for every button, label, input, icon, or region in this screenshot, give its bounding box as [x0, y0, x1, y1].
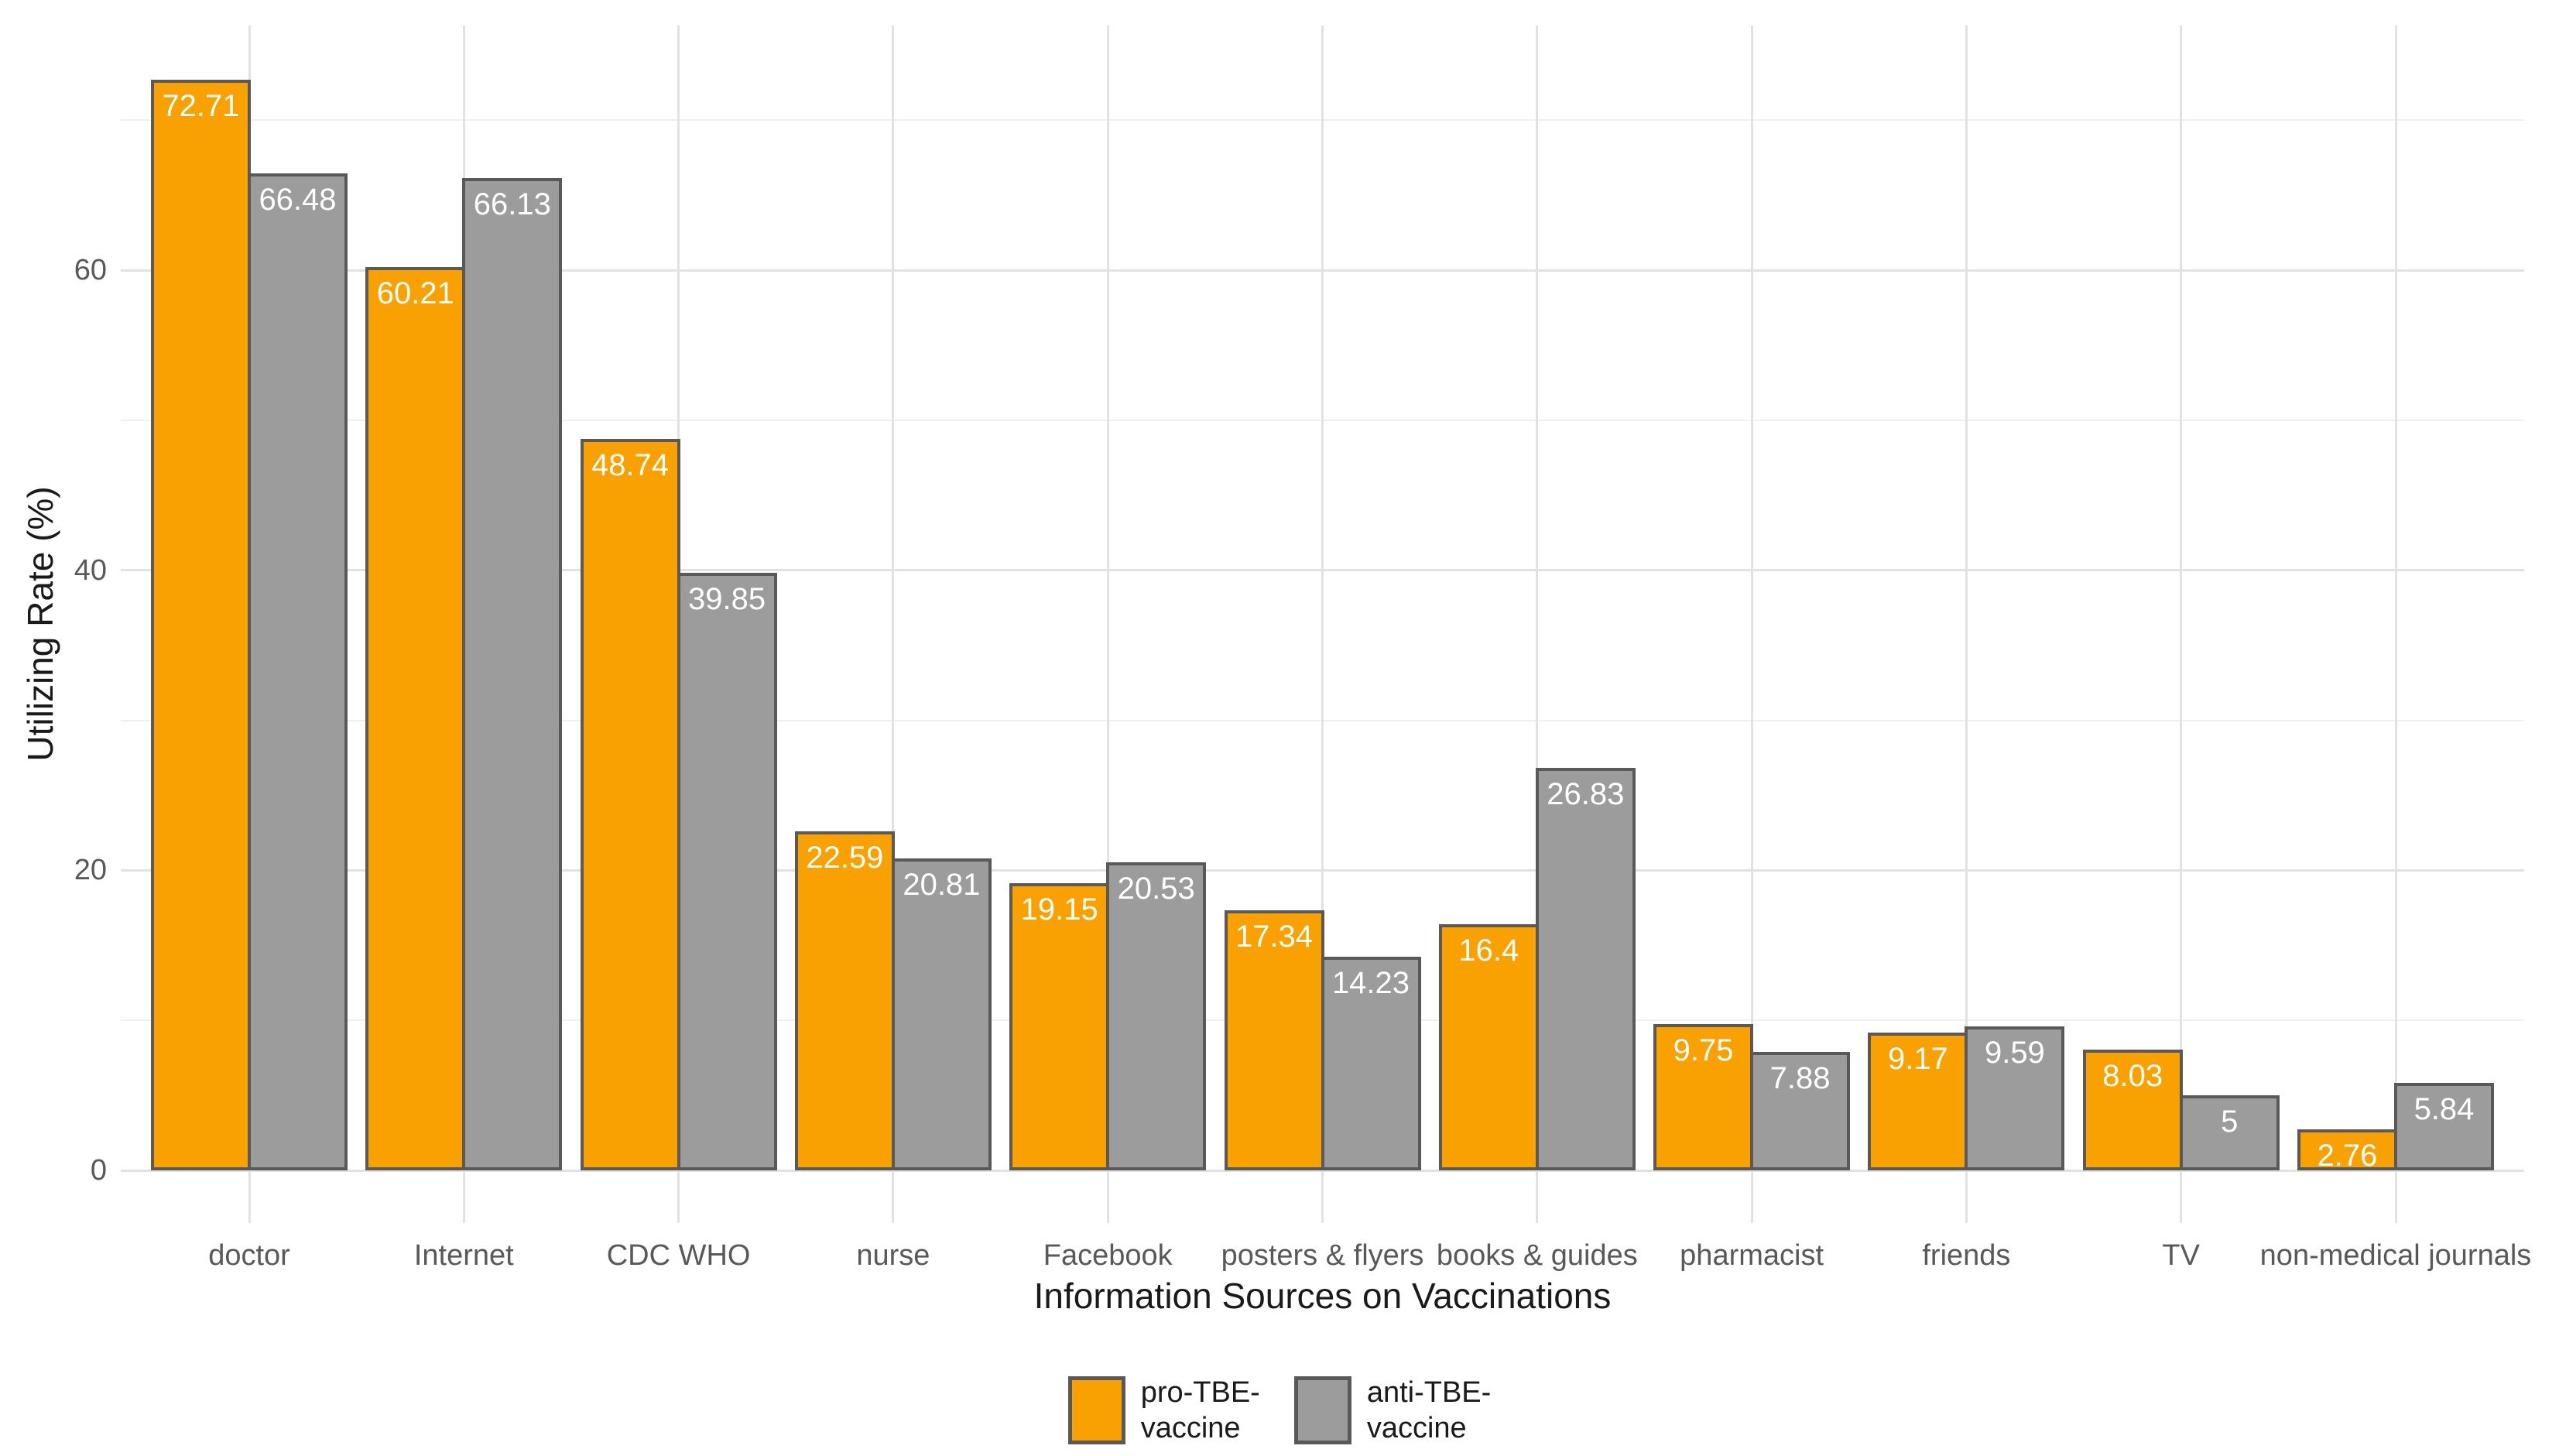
x-tick-label: books & guides — [1436, 1239, 1638, 1272]
bar-value-label: 16.4 — [1458, 934, 1519, 968]
bar-internet-anti-tbe-vaccine: 66.13 — [462, 178, 563, 1170]
bar-value-label: 66.13 — [473, 187, 551, 222]
bar-pharmacist-pro-tbe-vaccine: 9.75 — [1653, 1024, 1754, 1170]
bar-books-guides-pro-tbe-vaccine: 16.4 — [1438, 924, 1539, 1170]
bar-cdc-who-anti-tbe-vaccine: 39.85 — [677, 572, 777, 1170]
bar-value-label: 14.23 — [1331, 966, 1410, 1001]
x-tick-label: Facebook — [1043, 1239, 1173, 1272]
bar-facebook-anti-tbe-vaccine: 20.53 — [1106, 862, 1207, 1170]
gridline-vertical — [1321, 26, 1324, 1223]
bar-value-label: 17.34 — [1235, 919, 1314, 954]
bar-value-label: 5.84 — [2413, 1091, 2475, 1126]
bar-facebook-pro-tbe-vaccine: 19.15 — [1009, 882, 1110, 1170]
legend-item-pro-tbe-vaccine: pro-TBE- vaccine — [1067, 1375, 1260, 1446]
x-tick-label: Internet — [413, 1239, 514, 1272]
x-tick-label: posters & flyers — [1221, 1239, 1424, 1272]
x-tick-label: pharmacist — [1680, 1239, 1824, 1272]
x-tick-label: CDC WHO — [606, 1239, 751, 1272]
bar-tv-pro-tbe-vaccine: 8.03 — [2082, 1050, 2183, 1170]
gridline-vertical — [1750, 26, 1753, 1223]
x-tick-label: nurse — [856, 1239, 930, 1272]
y-tick-label: 20 — [74, 854, 107, 887]
bar-value-label: 5 — [2221, 1105, 2239, 1139]
gridline-vertical — [1106, 26, 1109, 1223]
plot-panel: 72.71 66.48 60.21 66.13 48.74 39.85 22.59 20.81… — [121, 26, 2524, 1223]
legend-swatch — [1293, 1376, 1351, 1444]
bar-value-label: 2.76 — [2317, 1138, 2378, 1173]
bar-value-label: 20.81 — [903, 867, 981, 902]
legend-swatch — [1067, 1376, 1125, 1444]
bar-non-medical-journals-pro-tbe-vaccine: 2.76 — [2297, 1129, 2397, 1173]
bar-value-label: 60.21 — [376, 276, 454, 311]
x-tick-label: TV — [2162, 1239, 2200, 1272]
bar-non-medical-journals-anti-tbe-vaccine: 5.84 — [2394, 1082, 2494, 1170]
bar-value-label: 39.85 — [688, 581, 766, 616]
x-tick-label: doctor — [208, 1239, 290, 1272]
bar-value-label: 72.71 — [162, 88, 240, 123]
legend-item-anti-tbe-vaccine: anti-TBE- vaccine — [1293, 1375, 1492, 1446]
bar-value-label: 66.48 — [259, 182, 337, 217]
gridline-vertical — [1965, 26, 1968, 1223]
bar-internet-pro-tbe-vaccine: 60.21 — [365, 267, 466, 1170]
bar-value-label: 9.59 — [1984, 1036, 2045, 1071]
legend: pro-TBE- vaccine anti-TBE- vaccine — [0, 1375, 2559, 1446]
bar-value-label: 8.03 — [2102, 1059, 2163, 1094]
gridline-vertical — [892, 26, 895, 1223]
legend-label: anti-TBE- vaccine — [1366, 1376, 1492, 1444]
bar-value-label: 26.83 — [1547, 777, 1625, 812]
bar-cdc-who-pro-tbe-vaccine: 48.74 — [580, 439, 680, 1170]
bar-friends-anti-tbe-vaccine: 9.59 — [1965, 1026, 2065, 1170]
bar-nurse-anti-tbe-vaccine: 20.81 — [891, 858, 992, 1170]
bar-value-label: 9.17 — [1887, 1042, 1948, 1077]
bar-books-guides-anti-tbe-vaccine: 26.83 — [1535, 768, 1636, 1170]
bar-value-label: 7.88 — [1769, 1061, 1831, 1096]
bar-value-label: 20.53 — [1117, 872, 1195, 906]
x-tick-label: non-medical journals — [2259, 1239, 2532, 1272]
legend-label: pro-TBE- vaccine — [1140, 1376, 1260, 1444]
bar-value-label: 22.59 — [806, 841, 884, 875]
bar-value-label: 19.15 — [1020, 892, 1098, 927]
y-axis-title: Utilizing Rate (%) — [20, 486, 60, 762]
bar-doctor-pro-tbe-vaccine: 72.71 — [151, 79, 251, 1170]
bar-nurse-pro-tbe-vaccine: 22.59 — [794, 831, 895, 1170]
gridline-vertical — [1536, 26, 1539, 1223]
y-tick-label: 40 — [74, 553, 107, 587]
bar-value-label: 48.74 — [591, 448, 670, 483]
bar-posters-flyers-pro-tbe-vaccine: 17.34 — [1224, 910, 1324, 1170]
x-axis-title: Information Sources on Vaccinations — [1033, 1276, 1612, 1316]
bar-value-label: 9.75 — [1673, 1033, 1734, 1068]
gridline-vertical — [2394, 26, 2397, 1223]
bar-tv-anti-tbe-vaccine: 5 — [2179, 1095, 2280, 1170]
bar-pharmacist-anti-tbe-vaccine: 7.88 — [1750, 1052, 1851, 1170]
bar-friends-pro-tbe-vaccine: 9.17 — [1868, 1033, 1968, 1170]
bar-doctor-anti-tbe-vaccine: 66.48 — [248, 173, 348, 1170]
gridline-vertical — [2180, 26, 2183, 1223]
y-tick-label: 60 — [74, 254, 107, 287]
x-tick-label: friends — [1922, 1239, 2011, 1272]
y-tick-label: 0 — [90, 1154, 107, 1187]
bar-posters-flyers-anti-tbe-vaccine: 14.23 — [1321, 957, 1421, 1170]
